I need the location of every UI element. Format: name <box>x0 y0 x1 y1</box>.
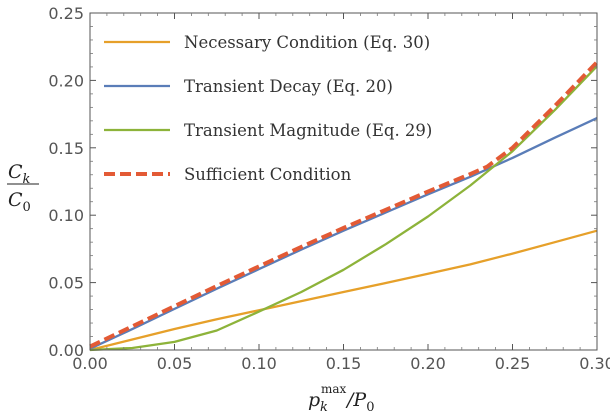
series-line-4 <box>89 60 599 349</box>
y-label-num: C <box>8 161 23 183</box>
svg-text:Ck: Ck <box>8 161 31 187</box>
x-tick-label: 0.20 <box>410 354 446 373</box>
legend-label-3: Transient Magnitude (Eq. 29) <box>184 121 432 140</box>
x-label-rest-sub: 0 <box>366 400 374 415</box>
legend-label-4: Sufficient Condition <box>184 165 352 184</box>
series-line-1 <box>89 229 598 352</box>
svg-text:p max k /P0: p max k /P0 <box>308 376 374 416</box>
y-tick-label: 0.15 <box>48 139 84 158</box>
y-tick-label: 0.20 <box>48 71 84 90</box>
x-tick-label: 0.10 <box>241 354 277 373</box>
x-label-sup: max <box>321 382 347 396</box>
x-tick-label: 0.30 <box>579 354 610 373</box>
ticks <box>89 12 598 351</box>
series-line-3 <box>89 65 598 352</box>
x-tick-label: 0.05 <box>157 354 193 373</box>
y-label-num-sub: k <box>23 172 31 187</box>
x-label-main: p <box>308 389 320 411</box>
x-tick-label: 0.15 <box>326 354 362 373</box>
series-line-2 <box>89 117 598 350</box>
y-label-den: C <box>8 189 23 211</box>
legend-label-1: Necessary Condition (Eq. 30) <box>184 33 430 52</box>
x-label-sub: k <box>320 400 328 415</box>
y-tick-label: 0.00 <box>48 341 84 360</box>
legend: Necessary Condition (Eq. 30) Transient De… <box>104 33 432 184</box>
x-tick-label: 0.25 <box>495 354 531 373</box>
y-tick-label: 0.10 <box>48 206 84 225</box>
legend-label-2: Transient Decay (Eq. 20) <box>184 77 393 96</box>
x-label-rest: /P <box>345 389 367 411</box>
y-tick-label: 0.05 <box>48 274 84 293</box>
plot-lines <box>89 60 599 352</box>
tick-labels: 0.00 0.05 0.10 0.15 0.20 0.25 0.30 0.00 0.05 0.10… <box>48 4 610 373</box>
y-axis-label: Ck C0 <box>7 161 39 215</box>
svg-text:C0: C0 <box>8 189 31 215</box>
y-label-den-sub: 0 <box>23 200 31 215</box>
y-tick-label: 0.25 <box>48 4 84 23</box>
x-tick-label: 0.00 <box>72 354 108 373</box>
x-axis-label: p max k /P0 <box>308 376 374 416</box>
